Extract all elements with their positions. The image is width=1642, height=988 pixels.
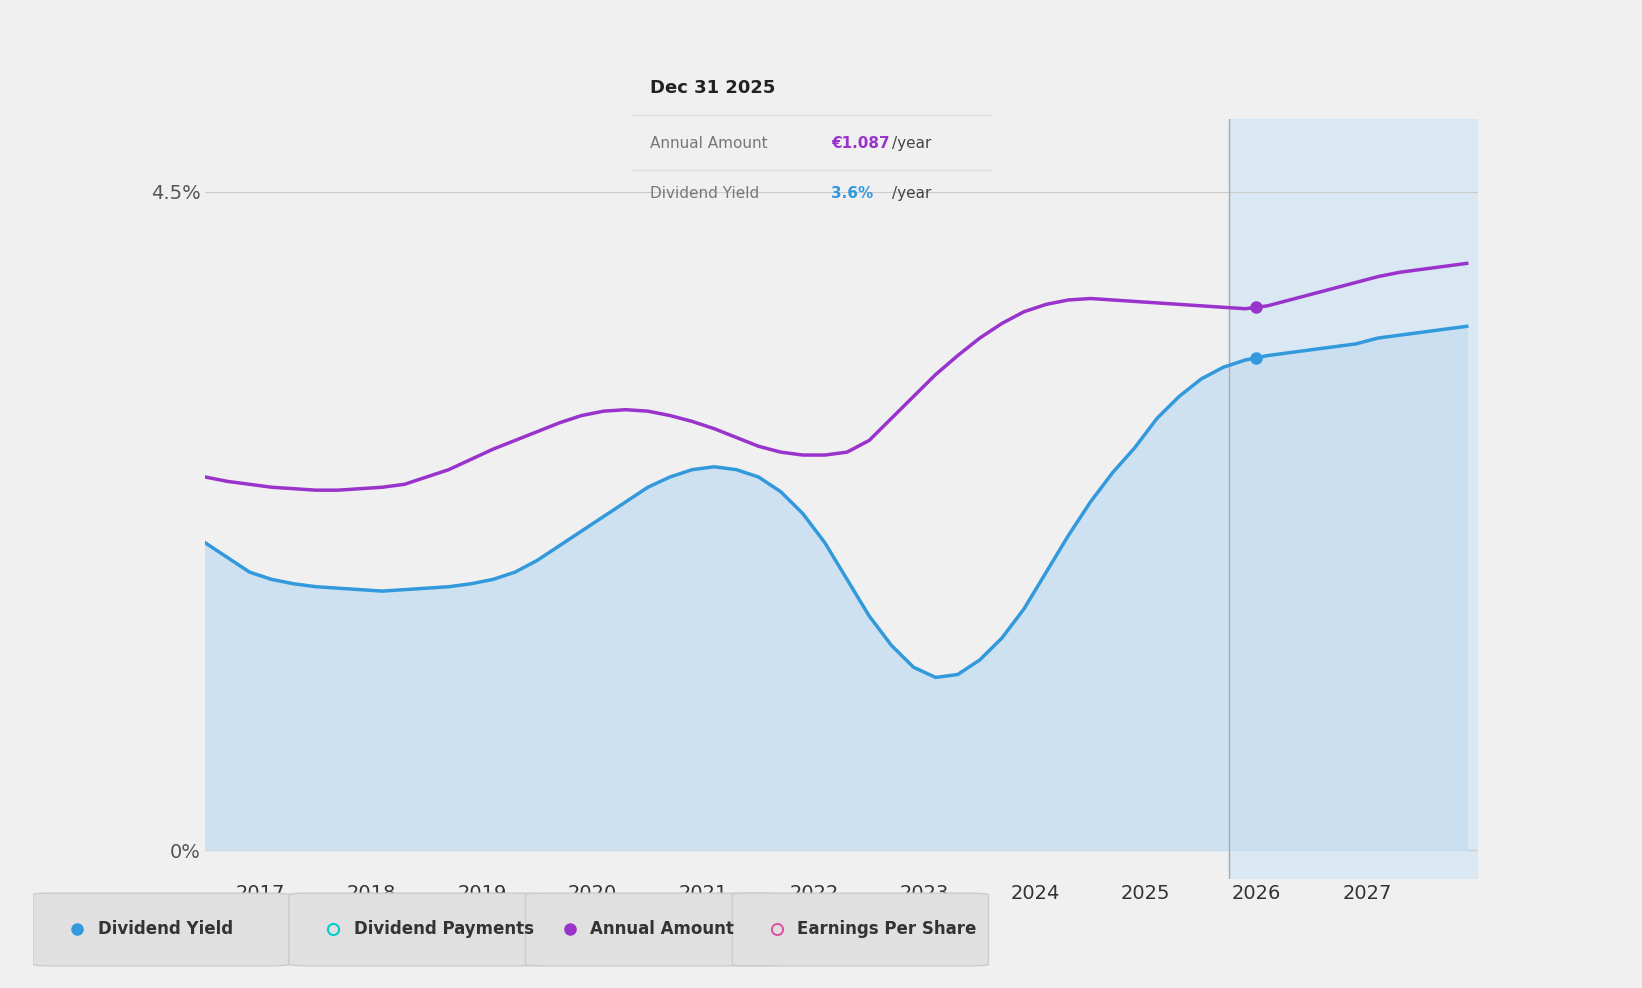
- Text: Annual Amount: Annual Amount: [650, 135, 768, 150]
- Text: €1.087: €1.087: [831, 135, 890, 150]
- FancyBboxPatch shape: [732, 893, 988, 966]
- Bar: [1228, 119, 1478, 879]
- FancyBboxPatch shape: [525, 893, 782, 966]
- Text: 3.6%: 3.6%: [831, 186, 874, 202]
- Text: Dividend Yield: Dividend Yield: [650, 186, 760, 202]
- Text: Dividend Payments: Dividend Payments: [355, 920, 534, 938]
- Text: Earnings Per Share: Earnings Per Share: [798, 920, 977, 938]
- FancyBboxPatch shape: [289, 893, 545, 966]
- Text: Dec 31 2025: Dec 31 2025: [650, 79, 775, 97]
- Text: Annual Amount: Annual Amount: [591, 920, 734, 938]
- Text: Dividend Yield: Dividend Yield: [99, 920, 233, 938]
- Text: /year: /year: [892, 186, 931, 202]
- Text: /year: /year: [892, 135, 931, 150]
- FancyBboxPatch shape: [33, 893, 289, 966]
